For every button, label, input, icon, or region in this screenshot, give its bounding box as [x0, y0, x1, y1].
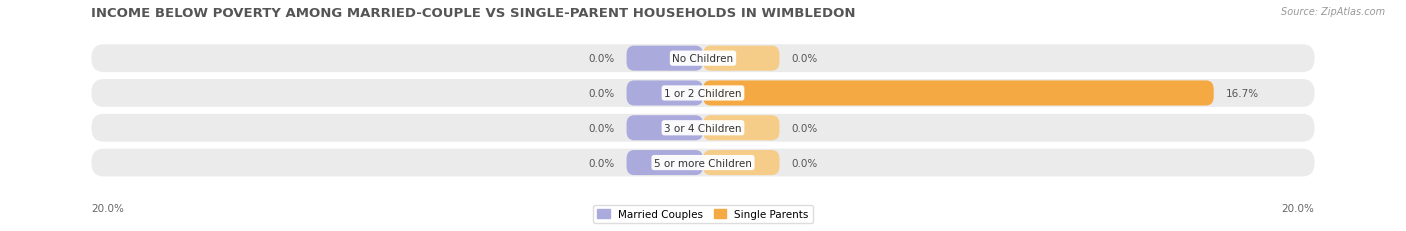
Legend: Married Couples, Single Parents: Married Couples, Single Parents [593, 205, 813, 224]
FancyBboxPatch shape [703, 150, 779, 175]
FancyBboxPatch shape [627, 150, 703, 175]
FancyBboxPatch shape [627, 46, 703, 71]
Text: INCOME BELOW POVERTY AMONG MARRIED-COUPLE VS SINGLE-PARENT HOUSEHOLDS IN WIMBLED: INCOME BELOW POVERTY AMONG MARRIED-COUPL… [91, 7, 856, 20]
FancyBboxPatch shape [703, 81, 1213, 106]
FancyBboxPatch shape [91, 80, 1315, 107]
FancyBboxPatch shape [703, 116, 779, 141]
Text: No Children: No Children [672, 54, 734, 64]
Text: 0.0%: 0.0% [588, 88, 614, 99]
FancyBboxPatch shape [627, 81, 703, 106]
Text: 20.0%: 20.0% [91, 203, 124, 213]
FancyBboxPatch shape [91, 114, 1315, 142]
Text: 5 or more Children: 5 or more Children [654, 158, 752, 168]
Text: 16.7%: 16.7% [1226, 88, 1258, 99]
FancyBboxPatch shape [703, 46, 779, 71]
Text: 3 or 4 Children: 3 or 4 Children [664, 123, 742, 133]
Text: 20.0%: 20.0% [1282, 203, 1315, 213]
FancyBboxPatch shape [627, 116, 703, 141]
Text: 0.0%: 0.0% [588, 54, 614, 64]
Text: 0.0%: 0.0% [792, 158, 818, 168]
Text: 0.0%: 0.0% [792, 123, 818, 133]
Text: 0.0%: 0.0% [588, 158, 614, 168]
FancyBboxPatch shape [91, 45, 1315, 73]
Text: 1 or 2 Children: 1 or 2 Children [664, 88, 742, 99]
Text: 0.0%: 0.0% [792, 54, 818, 64]
Text: Source: ZipAtlas.com: Source: ZipAtlas.com [1281, 7, 1385, 17]
Text: 0.0%: 0.0% [588, 123, 614, 133]
FancyBboxPatch shape [91, 149, 1315, 177]
